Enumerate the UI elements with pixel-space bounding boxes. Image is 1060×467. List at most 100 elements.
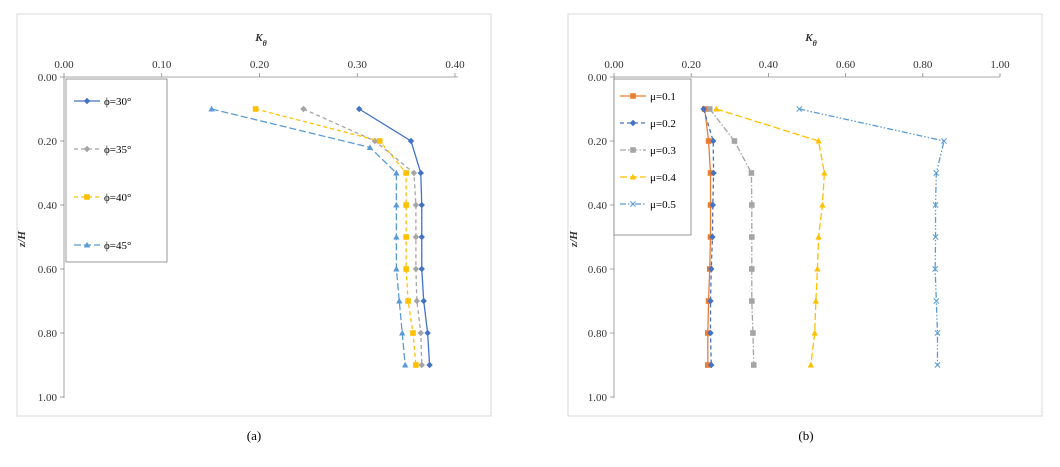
data-point-marker [713,105,720,112]
panel-a-y-ticks: 0.00 0.20 0.40 0.60 0.80 1.00 [38,72,64,404]
data-point-marker [208,105,215,112]
legend-item: μ=0.3 [620,145,676,157]
data-point-marker [403,234,409,240]
data-point-marker [412,201,420,209]
chart-panel-b: Kθ z/H 0.00 0.20 0.40 0.60 0.80 1.00 0.0… [567,13,1043,443]
data-point-marker [815,137,822,144]
data-point-marker [811,329,818,336]
data-point-marker [393,201,400,208]
data-point-marker [413,297,421,305]
data-point-marker [750,330,756,336]
data-point-marker [629,173,637,180]
data-point-marker [84,194,90,200]
data-series [300,105,425,369]
y-tick-label: 0.60 [38,264,58,276]
panel-a-x-axis-title: Kθ [254,32,267,48]
panel-a-x-axis-title-sub: θ [263,39,268,48]
data-series [356,105,433,369]
legend-item: ϕ=30° [74,96,131,108]
x-tick-label: 0.20 [682,59,702,71]
data-point-marker [393,265,400,272]
data-point-marker [749,298,755,304]
y-tick-label: 0.00 [588,72,608,84]
data-point-marker [399,329,406,336]
data-point-marker [934,330,941,336]
data-point-marker [749,234,755,240]
data-point-marker [412,265,420,273]
legend-item: ϕ=35° [74,144,131,156]
y-tick-label: 0.20 [588,136,608,148]
data-point-marker [396,297,403,304]
data-point-marker [941,138,947,144]
y-tick-label: 0.80 [38,328,58,340]
y-tick-label: 1.00 [38,392,58,404]
legend-swatch-marker [83,97,91,105]
data-point-marker [796,106,803,112]
data-point-marker [376,138,383,144]
panel-a-x-axis-title-main: K [254,32,263,44]
data-point-marker [410,330,416,336]
panel-a-y-axis-title: z/H [16,231,28,248]
data-point-marker [403,170,409,176]
data-point-marker [403,202,409,208]
data-point-marker [748,170,755,176]
legend-item: μ=0.2 [620,118,676,130]
data-point-marker [418,361,425,369]
panel-a-series [208,105,433,369]
data-point-marker [371,137,379,145]
panel-b-caption: (b) [798,428,813,443]
data-point-marker [814,265,821,272]
data-point-marker [933,298,940,304]
data-point-marker [420,297,427,305]
data-series [706,106,757,368]
x-tick-label: 0.60 [836,59,856,71]
legend-label: ϕ=40° [104,192,131,204]
data-point-marker [412,233,420,241]
legend-item: μ=0.1 [620,91,676,103]
legend-swatch-marker [630,201,636,207]
legend-label: ϕ=30° [104,96,131,108]
data-point-marker [710,169,717,177]
y-tick-label: 1.00 [588,392,608,404]
x-tick-label: 0.40 [759,59,779,71]
data-point-marker [405,298,411,304]
data-point-marker [933,170,940,176]
legend-label: ϕ=45° [104,240,131,252]
panel-b-x-axis-title-sub: θ [813,39,818,48]
data-point-marker [366,144,374,150]
x-tick-label: 0.20 [250,59,270,71]
panel-b-legend: μ=0.1 μ=0.2 μ=0.3 μ=0.4 μ=0.5 [613,78,692,236]
data-point-marker [417,329,424,337]
data-point-marker [83,97,91,105]
data-point-marker [807,361,815,368]
legend-box [613,78,692,236]
data-point-marker [705,138,712,144]
legend-box [65,78,168,263]
data-point-marker [932,202,939,208]
data-point-marker [418,265,425,273]
data-point-marker [819,201,826,208]
data-point-marker [709,233,716,241]
data-point-marker [629,119,637,127]
data-point-marker [821,169,828,176]
data-point-marker [700,105,707,113]
y-tick-label: 0.40 [588,200,608,212]
data-point-marker [706,106,713,112]
panel-a-caption: (a) [247,428,261,443]
legend-label: μ=0.3 [650,145,676,157]
data-series [713,105,828,368]
data-point-marker [630,147,636,153]
legend-label: μ=0.1 [650,91,676,103]
legend-swatch-marker [84,194,90,200]
legend-swatch-marker [629,173,637,180]
x-tick-label: 0.80 [913,59,933,71]
data-series [252,106,419,368]
legend-item: ϕ=45° [74,240,131,252]
panel-b-y-axis-title: z/H [568,231,580,248]
data-point-marker [932,234,939,240]
legend-item: μ=0.5 [620,199,676,211]
data-point-marker [932,266,939,272]
data-point-marker [356,105,363,113]
panel-a-legend: ϕ=30° ϕ=35° ϕ=40° ϕ=45° [65,78,168,263]
